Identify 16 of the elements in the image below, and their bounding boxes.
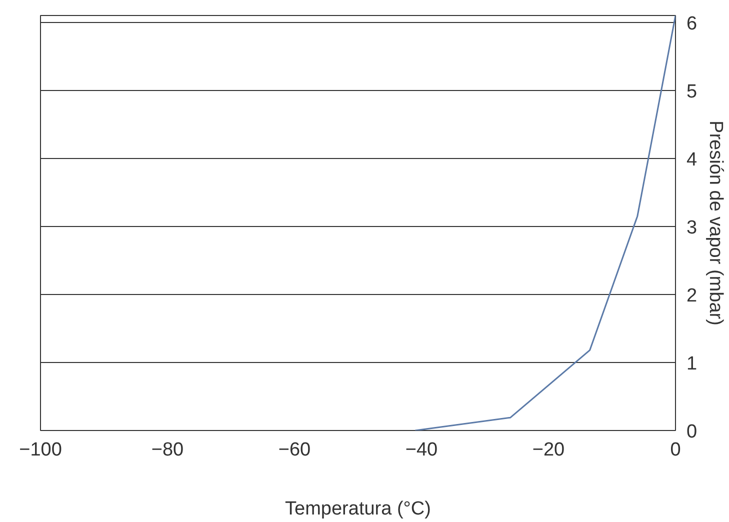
y-tick-label: 4 (686, 149, 698, 170)
y-tick-label: 3 (686, 217, 698, 238)
x-tick-label: −60 (278, 440, 311, 460)
y-tick-label: 5 (686, 81, 698, 102)
y-tick-label: 1 (686, 353, 698, 374)
y-axis-title: Presión de vapor (mbar) (705, 120, 726, 326)
x-axis-title: Temperatura (°C) (285, 498, 431, 520)
y-tick-label: 6 (686, 13, 698, 34)
line-series (414, 16, 676, 430)
x-tick-label: −80 (151, 440, 184, 460)
x-tick-label: −100 (19, 440, 62, 460)
y-tick-label: 2 (686, 285, 698, 306)
x-tick-label: 0 (670, 440, 681, 460)
x-tick-label: −40 (405, 440, 438, 460)
y-tick-label: 0 (686, 422, 698, 442)
x-tick-label: −20 (532, 440, 565, 460)
